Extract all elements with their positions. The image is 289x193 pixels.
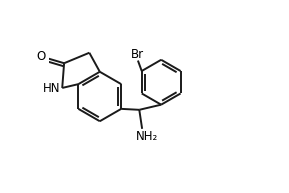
Text: NH₂: NH₂ <box>136 130 158 143</box>
Text: Br: Br <box>130 48 144 61</box>
Text: O: O <box>36 50 45 63</box>
Text: HN: HN <box>42 82 60 95</box>
